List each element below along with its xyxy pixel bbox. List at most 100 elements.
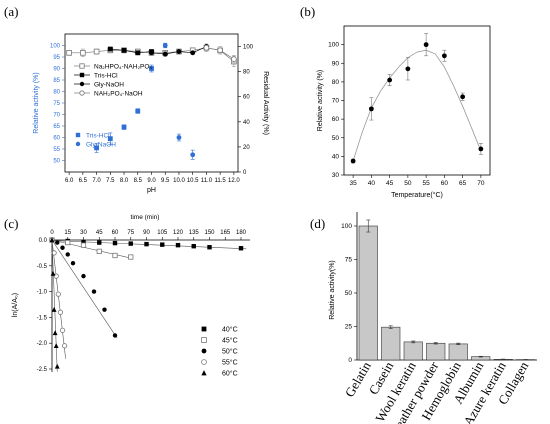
- data-point: [51, 250, 57, 256]
- data-point: [70, 261, 76, 266]
- legend-swatch-marker: [79, 63, 85, 69]
- bar-4: [448, 343, 468, 361]
- legend-item-label: 40°C: [222, 326, 238, 334]
- y-tick-label: 90: [332, 60, 340, 67]
- x-tick-label: 60: [441, 180, 449, 187]
- y-tick-label-right: 80: [243, 70, 250, 76]
- series-c-4: [49, 237, 60, 372]
- x-tick-label: 0: [50, 230, 54, 236]
- x-tick-label: 55: [423, 180, 431, 187]
- legend-item-label: 60°C: [222, 370, 238, 378]
- legend-swatch-marker: [75, 141, 81, 147]
- data-point: [81, 239, 86, 245]
- series-c-2: [49, 237, 118, 339]
- data-point: [81, 273, 86, 279]
- data-point: [55, 240, 60, 245]
- data-point: [53, 343, 59, 348]
- y-tick-label-right: 100: [243, 45, 254, 51]
- data-point: [231, 56, 237, 62]
- y-tick-label: 50: [345, 290, 353, 297]
- series-line: [110, 48, 152, 54]
- data-point: [112, 333, 118, 338]
- legend-swatch-marker: [201, 337, 207, 343]
- data-point: [57, 309, 64, 315]
- y-tick-label-left: 95: [53, 55, 60, 61]
- data-point: [135, 108, 141, 114]
- series-a-4: [149, 43, 209, 57]
- y-axis-label-right-a: Residual Activity (%): [262, 71, 269, 135]
- series-a-0: [94, 64, 154, 153]
- panel-c-kinetics-chart: (c) time (min) 0 15 30 45 60 75 90 105 120 135 150 16…: [4, 214, 250, 378]
- y-tick-label: 50: [332, 135, 340, 142]
- x-tick-label: 65: [459, 180, 467, 187]
- data-point: [238, 246, 244, 251]
- y-tick-label-left: 50: [53, 159, 60, 165]
- data-point: [162, 43, 168, 48]
- data-point: [66, 50, 72, 56]
- data-point: [60, 245, 65, 250]
- x-tick-label: 9.0: [147, 178, 156, 184]
- fit-line: [51, 239, 118, 339]
- x-tick-label: 7.0: [92, 178, 101, 184]
- data-point: [112, 240, 118, 246]
- legend-swatch-marker: [79, 81, 85, 87]
- data-point: [52, 330, 58, 336]
- series-a-1: [162, 42, 196, 160]
- x-tick-label: 90: [143, 230, 150, 236]
- plot-frame-b: [343, 25, 491, 176]
- data-point: [112, 252, 118, 259]
- error-bar: [478, 355, 483, 358]
- y-tick-label-right: 60: [243, 95, 250, 101]
- y-tick-label: -2.0: [37, 341, 48, 347]
- y-tick-label: 25: [345, 324, 353, 331]
- x-tick-label: 135: [189, 230, 200, 236]
- panel-d-substrate-bar-chart: (d) 0 25 50 75 100 Relative activity(%) Gelatin…: [310, 212, 537, 424]
- panel-label-b: (b): [300, 4, 315, 19]
- x-tick-label: 120: [173, 230, 184, 236]
- y-tick-label: 30: [332, 172, 340, 179]
- legend-swatch-marker: [79, 72, 85, 78]
- data-point: [121, 124, 127, 130]
- x-tick-label: 11.5: [215, 178, 227, 184]
- y-tick-label: -1.0: [37, 290, 48, 296]
- data-point: [51, 307, 57, 312]
- data-point: [91, 289, 97, 294]
- bar-3: [426, 342, 446, 361]
- data-point: [135, 50, 141, 56]
- y-tick-label-left: 55: [53, 147, 60, 153]
- data-point: [54, 363, 60, 369]
- data-point: [350, 158, 356, 164]
- x-tick-label: 180: [236, 230, 247, 236]
- x-axis-label-a: pH: [147, 187, 156, 194]
- x-tick-label: 45: [96, 230, 103, 236]
- y-tick-label: 0: [348, 357, 352, 364]
- x-tick-label: 7.5: [106, 178, 115, 184]
- panel-label-d: (d): [310, 216, 325, 231]
- x-tick-label: 10.0: [173, 178, 185, 184]
- legend-item-label: 45°C: [222, 337, 238, 345]
- y-tick-label: 60: [332, 116, 340, 123]
- data-point: [405, 66, 411, 72]
- data-point: [203, 44, 210, 51]
- legend-bottom-a: Tris-HCl Gly-NaOH: [75, 133, 116, 149]
- data-point: [80, 242, 87, 248]
- y-axis-label-d: Relative activity(%): [329, 260, 336, 320]
- x-tick-label: 40: [368, 180, 376, 187]
- y-axis-label-c: ln(A/A₀): [12, 293, 19, 317]
- data-point: [96, 248, 102, 254]
- x-tick-label: 105: [157, 230, 168, 236]
- y-tick-label: -0.5: [37, 264, 48, 270]
- y-tick-label: 100: [341, 223, 352, 230]
- error-bar: [388, 325, 393, 329]
- data-point: [97, 240, 102, 245]
- bar-0: [358, 225, 378, 361]
- data-point: [61, 343, 68, 349]
- x-tick-label: 8.0: [120, 178, 129, 184]
- legend-item-label: Gly-NaOH: [94, 82, 124, 89]
- panel-b-temperature-chart: (b) 35 40 45 50 55 60 65 70 30 40 50 60 70 80 90 100 Temp…: [300, 4, 491, 199]
- x-tick-label: 9.5: [161, 178, 170, 184]
- y-tick-label: 80: [332, 79, 340, 86]
- legend-item-label: 50°C: [222, 348, 238, 356]
- y-tick-label-left: 65: [53, 124, 60, 130]
